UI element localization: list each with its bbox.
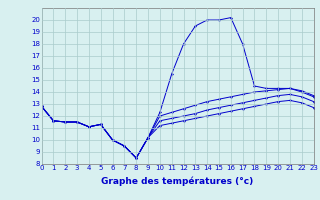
X-axis label: Graphe des températures (°c): Graphe des températures (°c) (101, 177, 254, 186)
